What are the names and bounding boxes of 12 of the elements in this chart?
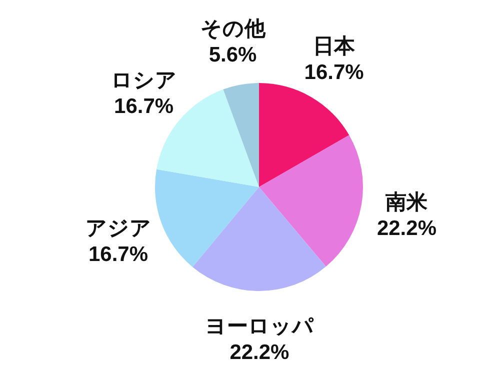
slice-label: 日本: [313, 35, 356, 58]
slice-label: ヨーロッパ: [204, 315, 314, 338]
slice-label: 南米: [384, 190, 429, 214]
slice-label: その他: [200, 17, 266, 40]
data-label: 5.6%: [208, 43, 258, 66]
data-label: 16.7%: [304, 61, 364, 84]
slice-label: ロシア: [110, 68, 177, 92]
data-label: 22.2%: [230, 341, 290, 364]
data-label: 16.7%: [88, 242, 148, 266]
data-label: 22.2%: [376, 216, 437, 240]
data-label: 16.7%: [114, 94, 174, 118]
slice-label: アジア: [85, 216, 152, 240]
